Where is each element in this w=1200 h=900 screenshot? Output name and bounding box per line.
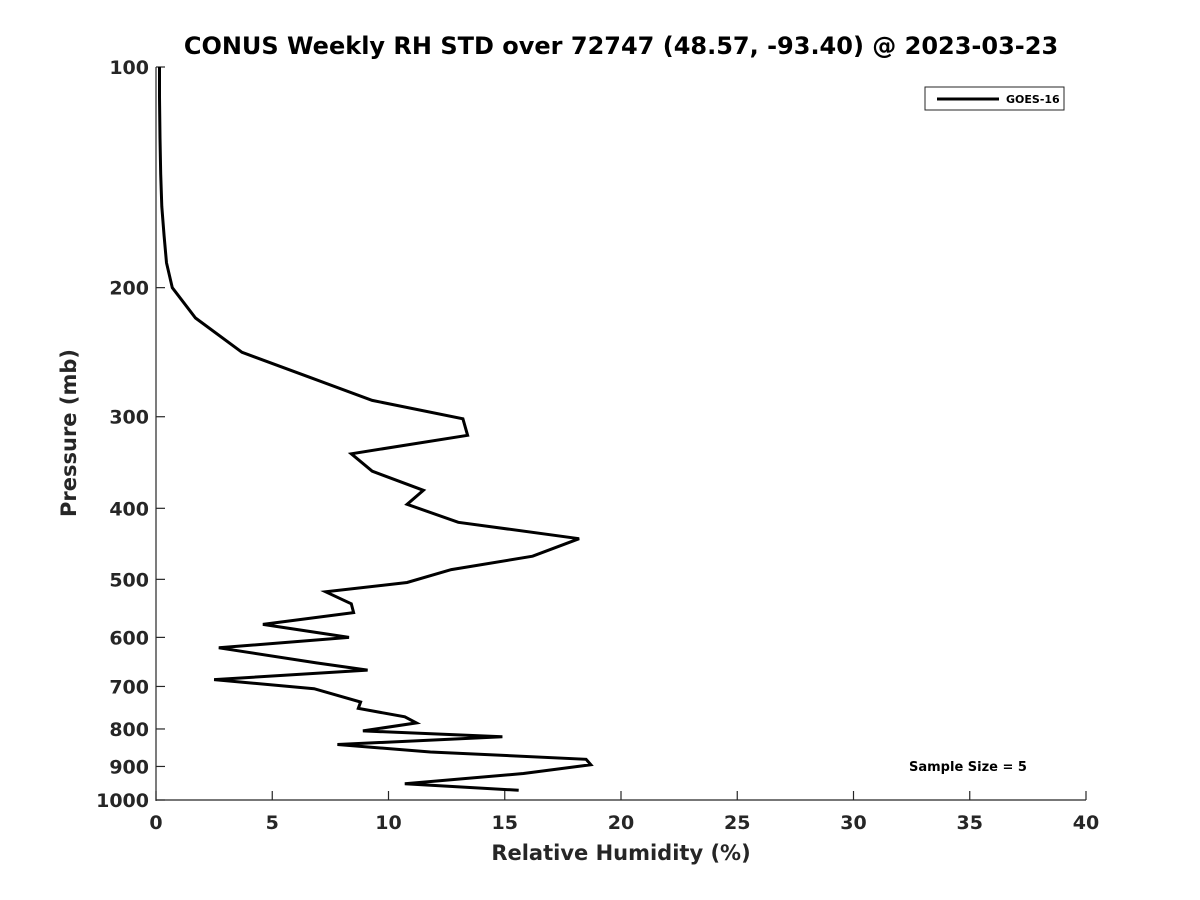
- x-axis-label: Relative Humidity (%): [491, 841, 750, 865]
- x-tick-label: 5: [266, 812, 279, 834]
- x-tick-label: 30: [840, 812, 866, 834]
- y-tick-label: 100: [109, 57, 149, 79]
- y-axis-ticks: 100 200 300 400 500 600 700 800 900 1000: [96, 57, 165, 812]
- plot-area: 0 5 10 15 20 25 30 35 40 100 200 300 400 500 600 700 80…: [96, 57, 1099, 834]
- y-tick-label: 700: [109, 676, 149, 698]
- legend: GOES-16: [924, 86, 1065, 111]
- y-tick-label: 300: [109, 407, 149, 429]
- series-line-goes-16: [158, 67, 594, 792]
- y-tick-label: 200: [109, 278, 149, 300]
- y-tick-label: 900: [109, 756, 149, 778]
- x-axis-ticks: 0 5 10 15 20 25 30 35 40: [149, 791, 1099, 834]
- y-tick-label: 400: [109, 498, 149, 520]
- chart-title: CONUS Weekly RH STD over 72747 (48.57, -…: [184, 32, 1058, 60]
- x-tick-label: 10: [375, 812, 401, 834]
- y-tick-label: 1000: [96, 790, 149, 812]
- legend-entry-goes-16: GOES-16: [1006, 93, 1060, 106]
- x-tick-label: 15: [492, 812, 518, 834]
- x-tick-label: 20: [608, 812, 634, 834]
- y-axis-label: Pressure (mb): [57, 349, 81, 517]
- y-tick-label: 600: [109, 627, 149, 649]
- x-tick-label: 0: [149, 812, 162, 834]
- series-layer: [158, 67, 594, 792]
- x-tick-label: 25: [724, 812, 750, 834]
- x-tick-label: 40: [1073, 812, 1099, 834]
- y-tick-label: 800: [109, 719, 149, 741]
- y-tick-label: 500: [109, 569, 149, 591]
- x-tick-label: 35: [957, 812, 983, 834]
- sample-size-annotation: Sample Size = 5: [909, 760, 1027, 775]
